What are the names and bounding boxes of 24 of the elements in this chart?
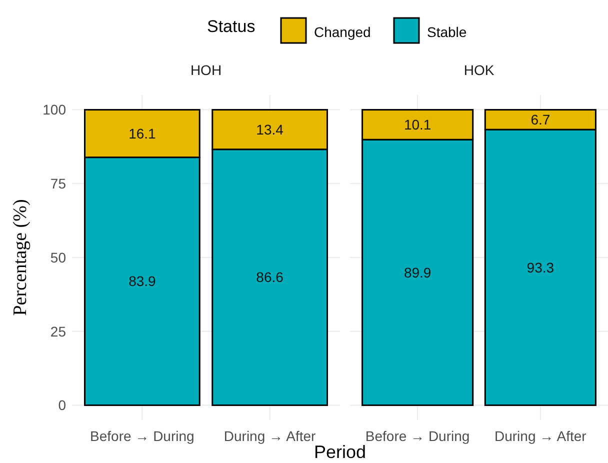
y-tick-label: 50 (50, 249, 66, 266)
y-tick-label: 0 (58, 397, 66, 414)
legend-title: Status (207, 17, 256, 36)
x-axis-title: Period (314, 442, 366, 462)
legend-label: Stable (427, 24, 467, 40)
data-label: 6.7 (530, 112, 550, 128)
legend-label: Changed (314, 24, 371, 40)
data-label: 86.6 (256, 269, 284, 286)
x-tick-label: Before → During (365, 428, 470, 444)
x-tick-label: During → After (224, 428, 316, 444)
data-label: 93.3 (526, 259, 554, 276)
data-label: 16.1 (128, 125, 156, 142)
x-tick-label: Before → During (90, 428, 194, 444)
y-tick-label: 75 (50, 176, 66, 192)
y-tick-label: 25 (50, 323, 66, 340)
chart-title: HOK (464, 62, 495, 78)
y-tick-label: 100 (42, 102, 66, 118)
data-label: 13.4 (256, 121, 284, 138)
x-tick-label: During → After (494, 428, 587, 444)
data-label: 83.9 (128, 273, 156, 290)
y-axis-title: Percentage (%) (10, 199, 31, 316)
chart-title: HOH (190, 62, 222, 78)
data-label: 10.1 (404, 116, 432, 133)
data-label: 89.9 (404, 264, 432, 280)
